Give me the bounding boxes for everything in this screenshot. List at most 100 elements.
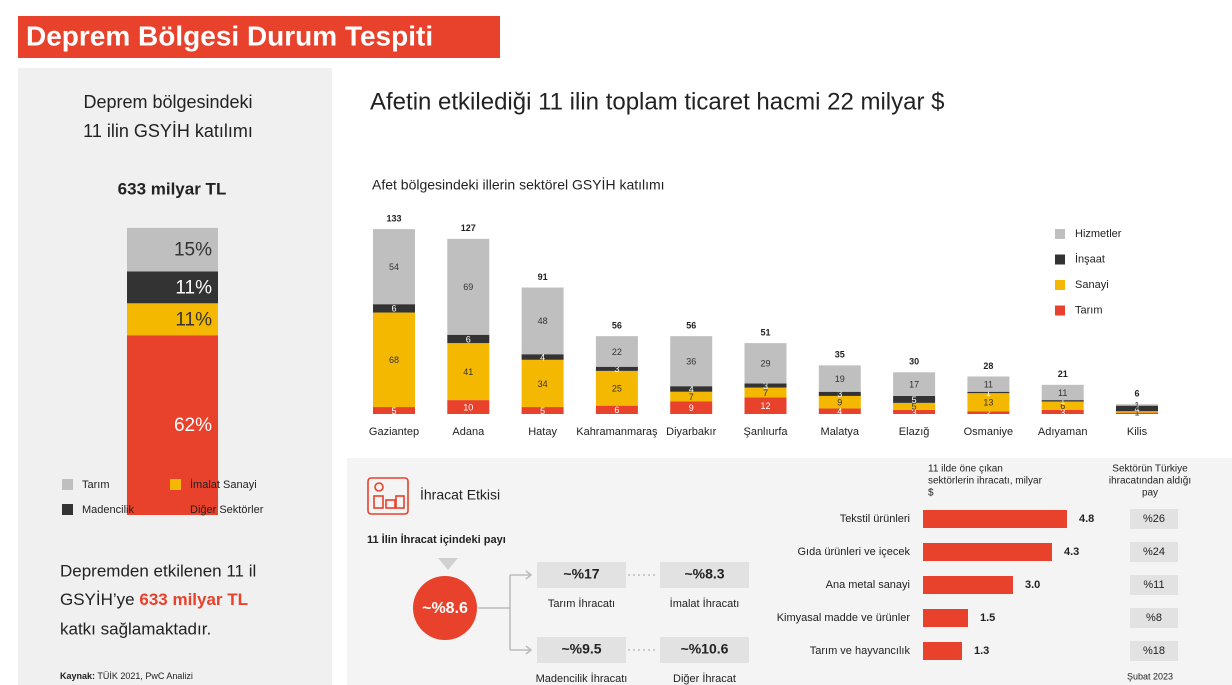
- bar-segment: [127, 271, 218, 304]
- segment-label: 54: [389, 262, 399, 272]
- share-value: %26: [1143, 513, 1165, 525]
- bar-segment: [595, 366, 638, 371]
- segment-label: 9: [689, 403, 694, 413]
- segment-label: 1: [1060, 396, 1065, 406]
- segment-label: 2: [986, 408, 991, 418]
- bar-segment: [521, 359, 564, 408]
- segment-label: 29: [760, 359, 770, 369]
- left-body: katkı sağlamaktadır.: [60, 619, 211, 638]
- share-header: ihracatından aldığı: [1109, 476, 1191, 487]
- item-box: [537, 637, 626, 663]
- item-label: Madencilik İhracatı: [536, 672, 628, 685]
- export-panel: [347, 458, 1232, 685]
- item-value: ~%17: [563, 566, 599, 582]
- icon-part: [395, 495, 405, 509]
- total-value: ~%8.6: [422, 600, 468, 617]
- bar: [923, 576, 1013, 594]
- bar-segment: [1041, 400, 1084, 402]
- chart-subtitle: $: [928, 488, 934, 499]
- segment-label: 13: [983, 398, 993, 408]
- left-title: 11 ilin GSYİH katılımı: [83, 121, 253, 141]
- bar-segment: [1116, 411, 1158, 413]
- segment-label: 68: [389, 355, 399, 365]
- bar-total: 127: [461, 223, 476, 233]
- x-tick-label: Elazığ: [899, 426, 930, 438]
- bar: [923, 510, 1067, 528]
- bar-segment: [818, 395, 861, 409]
- item-value: ~%10.6: [681, 641, 729, 657]
- share-header: Sektörün Türkiye: [1112, 464, 1188, 475]
- bar-segment: [744, 397, 787, 414]
- left-total: 633 milyar TL: [118, 179, 227, 198]
- bar-segment: [127, 303, 218, 336]
- legend-swatch: [1055, 305, 1065, 316]
- bar-segment: [373, 407, 415, 414]
- left-body: Depremden etkilenen 11 il: [60, 561, 256, 580]
- bar-segment: [818, 365, 861, 392]
- bar-segment: [521, 354, 564, 360]
- export-title: İhracat Etkisi: [420, 486, 500, 503]
- value-label: 3.0: [1025, 579, 1040, 591]
- export-subtitle: 11 İlin İhracat içindeki payı: [367, 533, 506, 546]
- segment-label: 12: [760, 401, 770, 411]
- pointer: [438, 558, 458, 570]
- total-circle: [413, 576, 477, 640]
- share-value: %11: [1143, 579, 1164, 591]
- segment-label: 11: [984, 379, 993, 389]
- x-tick-label: Malatya: [821, 426, 860, 438]
- x-tick-label: Kilis: [1127, 426, 1148, 438]
- icon-part: [373, 495, 384, 509]
- arrow-head: [525, 645, 533, 655]
- bar-segment: [373, 312, 415, 408]
- segment-label: 1: [1134, 409, 1139, 419]
- value-label: 4.3: [1064, 546, 1079, 558]
- legend-label: Tarım: [1075, 304, 1103, 316]
- item-label: Diğer İhracat: [673, 672, 736, 685]
- x-tick-label: Adana: [452, 426, 485, 438]
- bar-segment: [595, 336, 638, 367]
- bar-segment: [744, 387, 787, 398]
- segment-label: 11%: [175, 309, 212, 330]
- bar-segment: [373, 304, 415, 313]
- arrow-head: [525, 570, 533, 580]
- bar-segment: [670, 391, 713, 402]
- segment-label: 4: [837, 407, 842, 417]
- share-header: pay: [1142, 488, 1158, 499]
- bar-segment: [1116, 412, 1158, 414]
- segment-label: 5: [912, 402, 917, 412]
- legend-label: İmalat Sanayi: [190, 478, 257, 491]
- bar-segment: [373, 229, 415, 305]
- segment-label: 3: [912, 407, 917, 417]
- legend-swatch: [1055, 280, 1065, 290]
- segment-label: 10: [463, 402, 473, 412]
- segment-label: 17: [909, 379, 919, 389]
- legend-swatch: [170, 479, 181, 490]
- bar-segment: [893, 395, 936, 403]
- bar-segment: [967, 393, 1010, 412]
- bar-segment: [1116, 405, 1158, 412]
- legend-swatch: [1055, 229, 1065, 239]
- bar-segment: [670, 386, 713, 392]
- segment-label: 5: [391, 406, 396, 416]
- legend-swatch: [1055, 254, 1065, 265]
- segment-label: 6: [614, 405, 619, 415]
- segment-label: 41: [463, 367, 473, 377]
- bar-total: 28: [983, 361, 993, 371]
- segment-label: 1: [1134, 407, 1139, 417]
- bar-segment: [818, 391, 861, 396]
- segment-label: 15%: [174, 240, 212, 261]
- legend-swatch: [170, 504, 181, 515]
- bar-total: 56: [686, 321, 696, 331]
- segment-label: 34: [538, 379, 548, 389]
- item-box: [660, 637, 749, 663]
- bar-segment: [670, 336, 713, 387]
- bar-segment: [595, 370, 638, 406]
- x-tick-label: Diyarbakır: [666, 426, 716, 438]
- legend-swatch: [62, 504, 73, 515]
- y-tick-label: Tekstil ürünleri: [840, 513, 910, 525]
- share-box: [1130, 542, 1178, 562]
- segment-label: 48: [538, 316, 548, 326]
- bar-segment: [670, 401, 713, 414]
- share-value: %18: [1143, 645, 1165, 657]
